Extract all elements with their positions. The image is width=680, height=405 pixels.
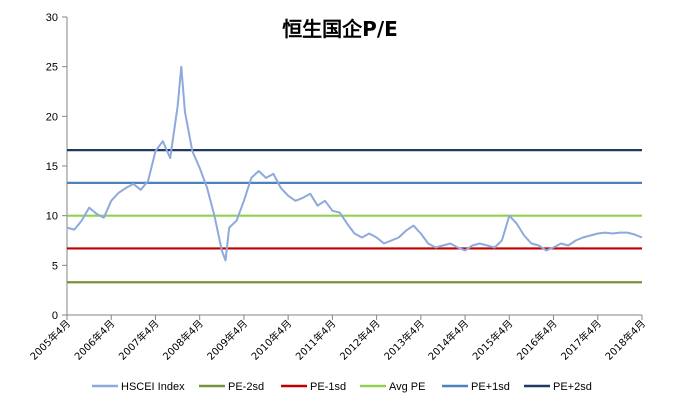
x-tick-label: 2018年4月 [602,317,648,363]
y-tick-label: 20 [46,111,58,123]
legend-item: PE+1sd [442,381,510,393]
legend-item: PE-1sd [281,381,346,393]
x-tick-label: 2013年4月 [381,317,427,363]
x-tick-label: 2007年4月 [116,317,162,363]
x-axis: 2005年4月 2006年4月 2007年4月 2008年4月 2009年4月 2010年… [27,314,648,363]
legend-label: PE-2sd [228,381,264,393]
legend-label: Avg PE [389,381,426,393]
legend-label: PE-1sd [310,381,346,393]
legend-item: HSCEI Index [92,381,185,393]
x-tick-label: 2010年4月 [248,317,294,363]
x-tick-label: 2016年4月 [514,317,560,363]
legend-item: PE-2sd [199,381,264,393]
x-tick-label: 2008年4月 [160,317,206,363]
legend-label: HSCEI Index [121,381,185,393]
x-tick-label: 2006年4月 [72,317,118,363]
legend: HSCEI Index PE-2sd PE-1sd Avg PE PE+1sd PE+2s… [92,381,592,393]
y-tick-label: 5 [52,260,58,272]
x-tick-label: 2015年4月 [470,317,516,363]
y-tick-label: 0 [52,310,58,322]
y-tick-label: 25 [46,62,58,74]
y-tick-label: 10 [46,211,58,223]
x-tick-label: 2005年4月 [27,317,73,363]
x-tick-label: 2011年4月 [293,317,339,363]
y-tick-label: 30 [46,12,58,24]
y-axis: 0 5 10 15 20 25 30 [46,12,68,322]
x-tick-label: 2014年4月 [425,317,471,363]
legend-item: PE+2sd [524,381,592,393]
x-tick-label: 2009年4月 [204,317,250,363]
legend-label: PE+1sd [471,381,510,393]
plot-area [66,65,643,284]
legend-label: PE+2sd [553,381,592,393]
chart-title: 恒生国企P/E [282,17,398,41]
x-tick-label: 2012年4月 [337,317,383,363]
y-tick-label: 15 [46,161,58,173]
series-line-hscei-index [66,65,643,262]
legend-item: Avg PE [360,381,426,393]
x-tick-label: 2017年4月 [558,317,604,363]
